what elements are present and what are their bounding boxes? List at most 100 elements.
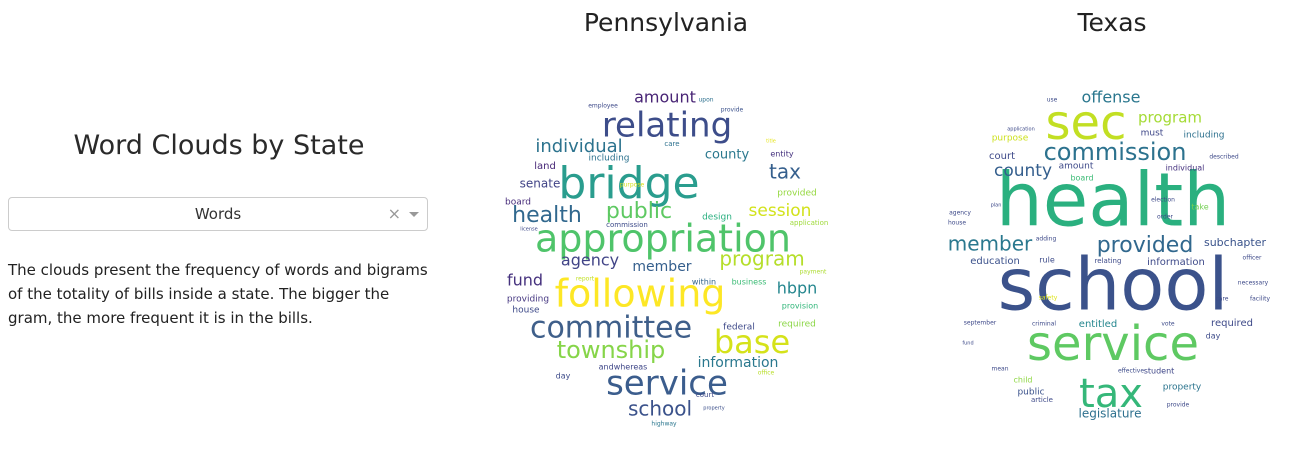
cloud-word: service bbox=[606, 364, 728, 404]
cloud-word: committee bbox=[530, 311, 692, 346]
cloud-word: board bbox=[1070, 174, 1093, 183]
cloud-word: public bbox=[606, 199, 672, 224]
clear-icon[interactable]: × bbox=[387, 204, 401, 223]
cloud-title-pennsylvania: Pennsylvania bbox=[583, 8, 749, 37]
cloud-word: public bbox=[1017, 388, 1044, 398]
cloud-word: described bbox=[1209, 154, 1239, 161]
cloud-word: county bbox=[705, 148, 750, 163]
cloud-word: entity bbox=[770, 150, 793, 159]
cloud-word: appropriation bbox=[535, 217, 791, 261]
cloud-word: offense bbox=[1082, 88, 1141, 107]
cloud-word: township bbox=[557, 336, 666, 364]
cloud-word: relating bbox=[1095, 257, 1122, 265]
cloud-word: andwhereas bbox=[599, 363, 648, 372]
cloud-word: program bbox=[719, 247, 804, 271]
cloud-word: entitled bbox=[1079, 319, 1117, 330]
cloud-word: education bbox=[970, 256, 1020, 267]
cloud-word: subchapter bbox=[1204, 236, 1267, 249]
cloud-word: agency bbox=[561, 251, 619, 270]
cloud-word: service bbox=[1027, 316, 1199, 372]
cloud-word: tax bbox=[1079, 371, 1143, 417]
cloud-word: legislature bbox=[1079, 407, 1142, 421]
cloud-word: article bbox=[1031, 396, 1053, 404]
cloud-word: county bbox=[994, 161, 1052, 181]
cloud-word: information bbox=[1147, 257, 1205, 268]
cloud-word: required bbox=[1211, 318, 1253, 329]
cloud-word: employee bbox=[588, 103, 618, 110]
cloud-word: necessary bbox=[1238, 280, 1269, 287]
cloud-word: court bbox=[696, 391, 714, 399]
cloud-word: design bbox=[702, 213, 732, 223]
cloud-word: court bbox=[989, 151, 1015, 162]
cloud-word: house bbox=[512, 306, 540, 316]
cloud-word: provide bbox=[721, 107, 744, 114]
cloud-word: including bbox=[589, 154, 630, 164]
cloud-word: program bbox=[1138, 109, 1202, 127]
word-cloud-svg: appropriation bridge following relating comm… bbox=[505, 88, 829, 428]
cloud-word: effective bbox=[1118, 368, 1144, 375]
cloud-word: license bbox=[520, 227, 537, 233]
cloud-word: student bbox=[1144, 367, 1175, 376]
cloud-word: board bbox=[505, 198, 531, 208]
word-cloud-texas: health school service sec tax commission provi… bbox=[0, 60, 1306, 440]
cloud-word: adding bbox=[1036, 236, 1057, 243]
cloud-word: facility bbox=[1250, 296, 1270, 303]
cloud-word: property bbox=[703, 406, 724, 412]
cloud-word: individual bbox=[535, 136, 622, 157]
cloud-word: day bbox=[556, 372, 571, 381]
cloud-word: election bbox=[1151, 197, 1175, 204]
caret-down-icon[interactable] bbox=[409, 212, 419, 217]
cloud-word: amount bbox=[634, 88, 696, 107]
cloud-word: including bbox=[1184, 131, 1225, 141]
cloud-word: rule bbox=[1039, 256, 1055, 265]
cloud-word: property bbox=[1163, 383, 1202, 393]
cloud-word: provided bbox=[777, 189, 817, 199]
cloud-word: purpose bbox=[992, 134, 1029, 144]
cloud-word: commission bbox=[606, 221, 648, 229]
cloud-word: health bbox=[512, 203, 582, 228]
cloud-word: use bbox=[1047, 97, 1058, 104]
cloud-word: highway bbox=[651, 421, 677, 428]
cloud-word: within bbox=[692, 278, 716, 287]
cloud-word: health bbox=[996, 158, 1230, 244]
cloud-title-texas: Texas bbox=[1077, 8, 1147, 37]
cloud-word: order bbox=[1157, 214, 1174, 221]
cloud-word: application bbox=[790, 219, 829, 227]
cloud-word: sec bbox=[1046, 95, 1127, 151]
cloud-word: care bbox=[664, 140, 679, 148]
word-cloud-pennsylvania: appropriation bridge following relating comm… bbox=[0, 60, 1306, 440]
cloud-word: individual bbox=[1166, 164, 1205, 173]
cloud-word: vote bbox=[1161, 321, 1175, 328]
cloud-word: provision bbox=[782, 302, 818, 311]
cloud-word: plan bbox=[991, 203, 1002, 209]
cloud-word: member bbox=[948, 232, 1033, 256]
description-text: The clouds present the frequency of word… bbox=[8, 261, 428, 327]
cloud-word: mean bbox=[991, 366, 1008, 373]
cloud-word: member bbox=[632, 259, 691, 275]
state-view-dropdown[interactable]: Words × bbox=[8, 197, 428, 231]
cloud-word: required bbox=[778, 320, 816, 330]
cloud-word: fund bbox=[962, 341, 973, 347]
cloud-word: provide bbox=[1167, 402, 1190, 409]
cloud-word: base bbox=[714, 323, 790, 361]
cloud-word: hbpn bbox=[777, 279, 818, 298]
cloud-word: payment bbox=[800, 269, 827, 276]
cloud-word: must bbox=[1141, 129, 1164, 139]
cloud-word: house bbox=[948, 220, 966, 227]
sidebar-title: Word Clouds by State bbox=[73, 130, 365, 161]
cloud-word: session bbox=[749, 201, 812, 221]
cloud-word: amount bbox=[1059, 162, 1094, 172]
cloud-word: title bbox=[766, 139, 776, 145]
cloud-word: land bbox=[534, 161, 556, 172]
cloud-word: purpose bbox=[620, 182, 645, 189]
cloud-word: business bbox=[732, 278, 767, 287]
cloud-word: office bbox=[758, 370, 775, 377]
cloud-word: day bbox=[1206, 332, 1221, 341]
cloud-word: bridge bbox=[558, 158, 699, 209]
cloud-word: school bbox=[998, 243, 1229, 327]
cloud-word: federal bbox=[723, 323, 755, 333]
cloud-word: tax bbox=[769, 160, 801, 184]
cloud-word: relating bbox=[602, 106, 732, 146]
cloud-word: senate bbox=[520, 177, 561, 191]
